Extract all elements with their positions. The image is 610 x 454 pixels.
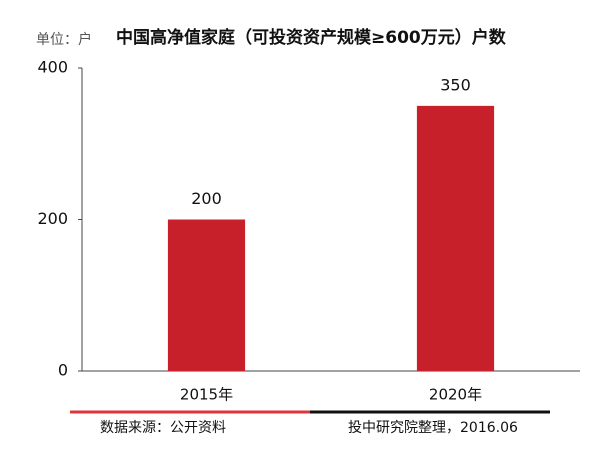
y-tick-label: 0 [58,361,68,380]
value-label: 200 [191,189,222,208]
chart-title: 中国高净值家庭（可投资资产规模≥600万元）户数 [116,27,507,48]
x-tick-label: 2020年 [429,386,482,404]
y-tick-label: 200 [37,209,68,228]
bar [167,219,246,371]
value-label: 350 [440,75,471,94]
bar [416,105,495,371]
unit-label: 单位：户 [36,31,92,48]
source: 数据来源：公开资料 [100,420,226,436]
x-tick-label: 2015年 [180,386,233,404]
note: 投中研究院整理，2016.06 [348,420,518,436]
y-tick-label: 400 [37,58,68,77]
